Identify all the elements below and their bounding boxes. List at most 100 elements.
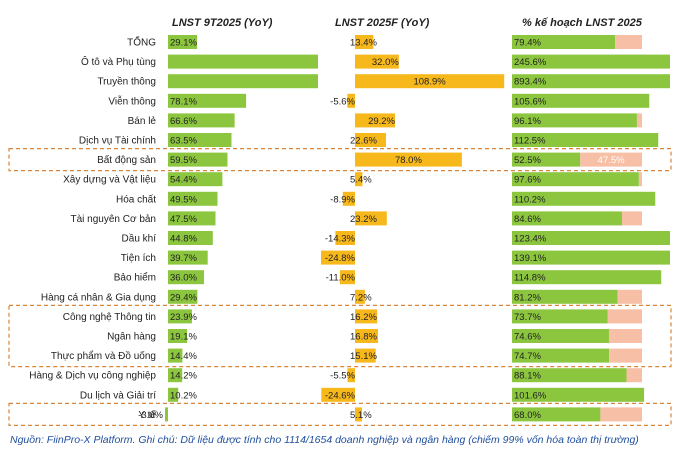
category-label: Dầu khí	[122, 233, 157, 245]
bar-ytd	[168, 35, 198, 49]
category-label: Hàng cá nhân & Gia dụng	[41, 292, 156, 303]
bar-plan-completion	[512, 191, 656, 206]
data-label-ytd: 63.5%	[170, 136, 197, 147]
bar-plan-remaining	[638, 172, 642, 187]
category-label: Y tế	[138, 409, 156, 421]
bar-plan-remaining	[617, 289, 642, 304]
category-label: Hàng & Dịch vụ công nghiệp	[29, 371, 156, 382]
bar-ytd	[168, 289, 198, 304]
bar-ytd	[168, 270, 204, 285]
bar-forecast	[355, 35, 374, 49]
bar-plan-remaining	[626, 368, 642, 383]
bar-ytd	[168, 133, 232, 147]
category-label: Xây dựng và Vật liệu	[63, 175, 156, 186]
data-label-plan: 96.1%	[514, 116, 541, 127]
bar-forecast	[355, 289, 365, 304]
footnote: Nguồn: FiinPro-X Platform. Ghi chú: Dữ l…	[10, 434, 639, 446]
bar-forecast	[355, 348, 376, 363]
bar-forecast	[355, 152, 462, 167]
data-label-plan: 52.5%	[514, 155, 541, 166]
bar-forecast	[339, 270, 355, 285]
bar-plan-remaining	[607, 309, 642, 324]
bar-ytd	[168, 74, 318, 89]
data-label-plan: 110.2%	[514, 194, 546, 205]
data-label-ytd: 14.2%	[170, 371, 197, 382]
data-label-plan: 105.6%	[514, 96, 547, 107]
data-label-forecast: 15.1%	[350, 351, 377, 362]
col1-header: LNST 9T2025 (YoY)	[172, 17, 273, 29]
bar-forecast	[355, 133, 386, 147]
bar-plan-completion	[512, 133, 659, 147]
bar-ytd	[168, 329, 188, 343]
bar-plan-completion	[512, 270, 662, 285]
category-label: Công nghệ Thông tin	[63, 312, 156, 323]
data-label-ytd: 49.5%	[170, 194, 197, 205]
highlight-boxes	[8, 148, 672, 426]
data-label-ytd: -3.0%	[138, 410, 163, 421]
bar-plan-completion	[512, 348, 610, 363]
plan-completion-bars: 79.4% 245.6% 893.4% 105.6% 96.1% 112.5% 52.5% 4…	[512, 35, 670, 422]
sector-profit-chart: LNST 9T2025 (YoY) LNST 2025F (YoY) % kế …	[8, 17, 672, 426]
data-label-ytd: 66.6%	[170, 116, 197, 127]
data-label-forecast: -5.5%	[330, 371, 355, 382]
bar-plan-completion	[512, 93, 650, 108]
category-label: Bất động sản	[97, 154, 156, 166]
data-label-plan: 114.8%	[514, 273, 546, 284]
data-label-plan-remaining: 47.5%	[598, 155, 625, 166]
data-label-plan: 74.7%	[514, 351, 541, 362]
data-label-ytd: 23.9%	[170, 312, 197, 323]
data-label-plan: 73.7%	[514, 312, 541, 323]
forecast-profit-growth-bars: 13.4% 32.0% 108.9% -5.6% 29.2% 22.6% 78.0% 5.4%…	[321, 35, 505, 422]
bar-plan-completion	[512, 74, 670, 89]
bar-forecast	[355, 74, 505, 89]
category-label: Hóa chất	[116, 193, 156, 205]
bar-plan-remaining	[621, 211, 642, 226]
bar-plan-completion	[512, 54, 670, 69]
bar-forecast	[355, 211, 387, 226]
bar-plan-completion	[512, 250, 670, 265]
bar-ytd	[168, 348, 183, 363]
bar-plan-completion	[512, 172, 639, 187]
data-label-forecast: -8.9%	[330, 194, 355, 205]
bar-forecast	[355, 172, 363, 187]
data-label-ytd: 78.1%	[170, 96, 197, 107]
data-label-plan: 123.4%	[514, 234, 547, 245]
bar-ytd	[168, 93, 247, 108]
data-label-ytd: 14.4%	[170, 351, 197, 362]
bar-plan-remaining	[580, 152, 642, 167]
category-label: Bán lẻ	[128, 116, 157, 127]
data-label-plan: 101.6%	[514, 390, 547, 401]
data-label-plan: 79.4%	[514, 38, 541, 49]
data-label-forecast: 78.0%	[395, 155, 422, 166]
bar-plan-completion	[512, 329, 609, 343]
data-label-ytd: 59.5%	[170, 155, 197, 166]
data-label-plan: 245.6%	[514, 57, 547, 68]
data-label-forecast: 5.1%	[350, 410, 372, 421]
bar-ytd	[168, 211, 216, 226]
data-label-forecast: 7.2%	[350, 292, 372, 303]
data-label-forecast: 22.6%	[350, 136, 377, 147]
bar-plan-completion	[512, 407, 601, 422]
bar-forecast	[355, 54, 399, 69]
bar-ytd	[168, 152, 228, 167]
category-label: Du lịch và Giải trí	[80, 390, 156, 401]
bar-ytd	[168, 368, 183, 383]
data-label-forecast: -24.8%	[325, 253, 356, 264]
bar-ytd	[168, 172, 223, 187]
data-label-plan: 88.1%	[514, 371, 541, 382]
bar-plan-remaining	[609, 348, 642, 363]
highlight-box-2	[8, 304, 672, 368]
bar-ytd	[168, 191, 218, 206]
category-label: TỔNG	[127, 36, 156, 49]
bar-forecast	[335, 231, 355, 245]
category-label: Truyền thông	[97, 76, 156, 88]
bar-forecast	[342, 191, 355, 206]
data-label-ytd: 36.0%	[170, 273, 197, 284]
highlight-box-3	[8, 402, 672, 426]
bar-forecast	[321, 250, 355, 265]
data-label-plan: 74.6%	[514, 332, 541, 343]
bar-forecast	[347, 93, 355, 108]
data-label-forecast: -24.6%	[325, 390, 356, 401]
col3-header: % kế hoạch LNST 2025	[522, 17, 643, 29]
bar-plan-remaining	[600, 407, 642, 422]
